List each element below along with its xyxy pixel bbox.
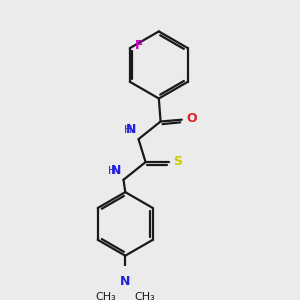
Text: F: F bbox=[135, 39, 144, 52]
Text: CH₃: CH₃ bbox=[134, 292, 155, 300]
Text: N: N bbox=[110, 164, 121, 177]
Text: N: N bbox=[120, 275, 130, 288]
Text: N: N bbox=[125, 124, 136, 136]
Text: S: S bbox=[173, 155, 182, 168]
Text: H: H bbox=[124, 125, 132, 135]
Text: O: O bbox=[186, 112, 197, 125]
Text: CH₃: CH₃ bbox=[95, 292, 116, 300]
Text: H: H bbox=[108, 166, 116, 176]
